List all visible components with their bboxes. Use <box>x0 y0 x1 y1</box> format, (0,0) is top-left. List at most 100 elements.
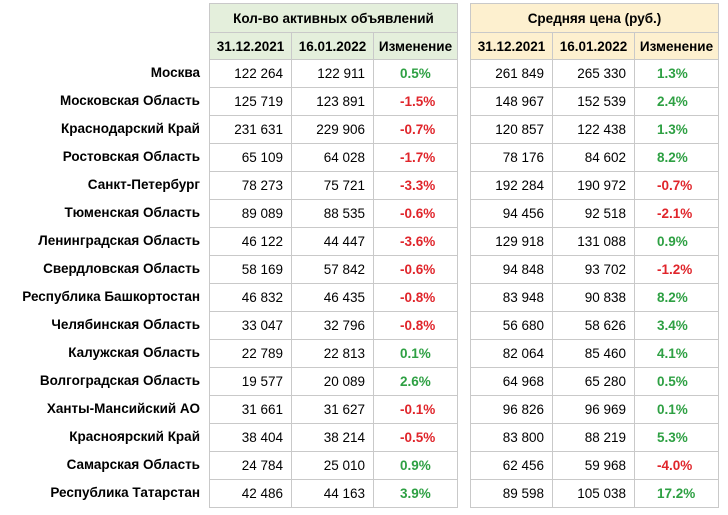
region-name: Санкт-Петербург <box>87 177 200 192</box>
value-change: 0.5% <box>634 367 719 396</box>
value-date-2: 123 891 <box>291 87 374 116</box>
value-change: -0.7% <box>373 115 458 144</box>
value-date-2: 31 627 <box>291 395 374 424</box>
table-row: 24 784 25 010 0.9% <box>209 451 458 480</box>
value-date-1: 261 849 <box>470 59 553 88</box>
value-date-1: 56 680 <box>470 311 553 340</box>
value-date-1: 148 967 <box>470 87 553 116</box>
region-name: Самарская Область <box>66 457 200 472</box>
active-listings-title: Кол-во активных объявлений <box>209 3 458 33</box>
table-row: 96 826 96 969 0.1% <box>470 395 719 424</box>
region-name: Республика Башкортостан <box>22 289 200 304</box>
region-name: Красноярский Край <box>69 429 200 444</box>
table-row: 38 404 38 214 -0.5% <box>209 423 458 452</box>
value-date-2: 92 518 <box>552 199 635 228</box>
table-row: 122 264 122 911 0.5% <box>209 59 458 88</box>
value-date-1: 125 719 <box>209 87 292 116</box>
value-change: 17.2% <box>634 479 719 508</box>
value-date-1: 83 800 <box>470 423 553 452</box>
value-date-2: 93 702 <box>552 255 635 284</box>
value-date-1: 96 826 <box>470 395 553 424</box>
region-labels: Москва Московская Область Краснодарский Кр… <box>0 59 200 507</box>
column-change: Изменение <box>373 32 458 60</box>
value-date-1: 94 848 <box>470 255 553 284</box>
value-date-1: 31 661 <box>209 395 292 424</box>
value-date-2: 90 838 <box>552 283 635 312</box>
value-date-2: 88 219 <box>552 423 635 452</box>
value-date-2: 64 028 <box>291 143 374 172</box>
value-date-1: 192 284 <box>470 171 553 200</box>
value-date-1: 78 176 <box>470 143 553 172</box>
column-date-1: 31.12.2021 <box>470 32 553 60</box>
value-date-1: 78 273 <box>209 171 292 200</box>
value-date-2: 152 539 <box>552 87 635 116</box>
value-change: -0.8% <box>373 283 458 312</box>
value-change: 8.2% <box>634 283 719 312</box>
table-row: 78 176 84 602 8.2% <box>470 143 719 172</box>
table-row: 22 789 22 813 0.1% <box>209 339 458 368</box>
table-row: 31 661 31 627 -0.1% <box>209 395 458 424</box>
value-change: -1.7% <box>373 143 458 172</box>
average-price-table: Средняя цена (руб.) 31.12.2021 16.01.202… <box>470 3 719 508</box>
value-date-2: 44 163 <box>291 479 374 508</box>
value-date-2: 59 968 <box>552 451 635 480</box>
region-name: Московская Область <box>59 93 200 108</box>
value-change: -0.8% <box>373 311 458 340</box>
column-date-1: 31.12.2021 <box>209 32 292 60</box>
value-change: -0.5% <box>373 423 458 452</box>
value-change: 0.9% <box>634 227 719 256</box>
value-change: -3.3% <box>373 171 458 200</box>
column-change: Изменение <box>634 32 719 60</box>
value-date-1: 22 789 <box>209 339 292 368</box>
table-row: 56 680 58 626 3.4% <box>470 311 719 340</box>
value-date-1: 89 089 <box>209 199 292 228</box>
value-change: 2.4% <box>634 87 719 116</box>
table-row: 19 577 20 089 2.6% <box>209 367 458 396</box>
region-name: Калужская Область <box>68 345 200 360</box>
value-date-1: 46 122 <box>209 227 292 256</box>
region-name: Ханты-Мансийский АО <box>46 401 200 416</box>
value-date-1: 19 577 <box>209 367 292 396</box>
value-date-2: 122 911 <box>291 59 374 88</box>
value-change: 3.4% <box>634 311 719 340</box>
value-change: -4.0% <box>634 451 719 480</box>
value-date-1: 33 047 <box>209 311 292 340</box>
region-name: Тюменская Область <box>64 205 200 220</box>
value-date-1: 42 486 <box>209 479 292 508</box>
region-name: Республика Татарстан <box>50 485 200 500</box>
table-row: 83 948 90 838 8.2% <box>470 283 719 312</box>
value-date-2: 190 972 <box>552 171 635 200</box>
table-row: 120 857 122 438 1.3% <box>470 115 719 144</box>
value-date-2: 20 089 <box>291 367 374 396</box>
value-date-2: 131 088 <box>552 227 635 256</box>
value-date-1: 38 404 <box>209 423 292 452</box>
region-name: Москва <box>150 65 200 80</box>
value-date-1: 62 456 <box>470 451 553 480</box>
value-change: 2.6% <box>373 367 458 396</box>
value-date-1: 64 968 <box>470 367 553 396</box>
column-date-2: 16.01.2022 <box>552 32 635 60</box>
value-date-2: 96 969 <box>552 395 635 424</box>
table-row: 65 109 64 028 -1.7% <box>209 143 458 172</box>
table-row: 231 631 229 906 -0.7% <box>209 115 458 144</box>
table-row: 125 719 123 891 -1.5% <box>209 87 458 116</box>
value-date-2: 57 842 <box>291 255 374 284</box>
table-row: 83 800 88 219 5.3% <box>470 423 719 452</box>
table-row: 89 598 105 038 17.2% <box>470 479 719 508</box>
table-row: 261 849 265 330 1.3% <box>470 59 719 88</box>
value-change: 0.9% <box>373 451 458 480</box>
region-name: Свердловская Область <box>43 261 200 276</box>
value-date-1: 129 918 <box>470 227 553 256</box>
value-change: 8.2% <box>634 143 719 172</box>
value-change: -3.6% <box>373 227 458 256</box>
value-date-1: 24 784 <box>209 451 292 480</box>
value-date-2: 85 460 <box>552 339 635 368</box>
value-change: 1.3% <box>634 115 719 144</box>
value-change: -0.6% <box>373 199 458 228</box>
active-listings-table: Кол-во активных объявлений 31.12.2021 16… <box>209 3 458 508</box>
value-change: 0.1% <box>634 395 719 424</box>
value-change: -0.7% <box>634 171 719 200</box>
table-row: 42 486 44 163 3.9% <box>209 479 458 508</box>
value-change: 4.1% <box>634 339 719 368</box>
table-row: 46 832 46 435 -0.8% <box>209 283 458 312</box>
